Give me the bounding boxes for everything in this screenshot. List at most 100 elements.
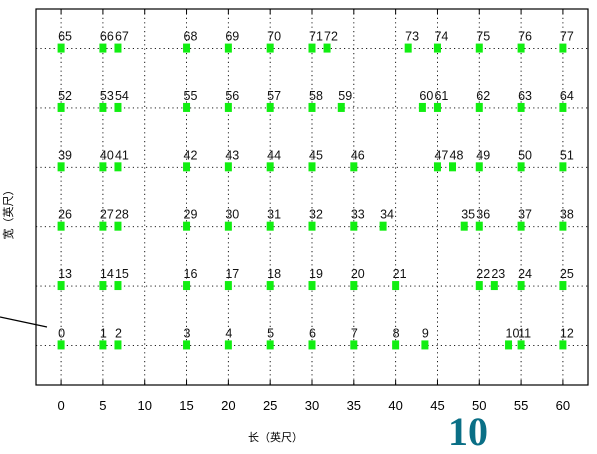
node-label-14: 14 bbox=[100, 267, 114, 281]
node-label-57: 57 bbox=[267, 89, 281, 103]
node-marker-74 bbox=[433, 43, 441, 53]
node-marker-10 bbox=[505, 340, 513, 350]
node-marker-17 bbox=[224, 281, 232, 291]
grid-lines bbox=[36, 9, 588, 385]
node-marker-64 bbox=[559, 102, 567, 112]
x-tick-label: 40 bbox=[388, 398, 402, 413]
node-label-66: 66 bbox=[100, 30, 114, 44]
node-marker-60 bbox=[418, 102, 426, 112]
node-label-70: 70 bbox=[267, 30, 281, 44]
node-label-31: 31 bbox=[267, 208, 281, 222]
node-label-25: 25 bbox=[560, 267, 574, 281]
node-marker-55 bbox=[183, 102, 191, 112]
node-marker-48 bbox=[449, 162, 457, 172]
node-label-17: 17 bbox=[225, 267, 239, 281]
x-tick-label: 35 bbox=[347, 398, 361, 413]
node-label-21: 21 bbox=[393, 267, 407, 281]
node-label-76: 76 bbox=[518, 30, 532, 44]
node-marker-32 bbox=[308, 221, 316, 231]
node-marker-47 bbox=[433, 162, 441, 172]
node-label-23: 23 bbox=[491, 267, 505, 281]
node-label-15: 15 bbox=[115, 267, 129, 281]
node-label-43: 43 bbox=[225, 148, 239, 162]
node-marker-70 bbox=[266, 43, 274, 53]
node-marker-73 bbox=[404, 43, 412, 53]
node-label-12: 12 bbox=[560, 326, 574, 340]
node-marker-72 bbox=[323, 43, 331, 53]
node-marker-4 bbox=[224, 340, 232, 350]
node-marker-68 bbox=[183, 43, 191, 53]
node-marker-29 bbox=[183, 221, 191, 231]
node-marker-40 bbox=[99, 162, 107, 172]
node-marker-56 bbox=[224, 102, 232, 112]
node-label-20: 20 bbox=[351, 267, 365, 281]
node-label-73: 73 bbox=[405, 30, 419, 44]
node-label-4: 4 bbox=[225, 326, 232, 340]
node-marker-75 bbox=[475, 43, 483, 53]
node-marker-11 bbox=[517, 340, 525, 350]
node-label-44: 44 bbox=[267, 148, 281, 162]
node-label-52: 52 bbox=[58, 89, 72, 103]
node-label-29: 29 bbox=[184, 208, 198, 222]
node-label-27: 27 bbox=[100, 208, 114, 222]
x-tick-label: 50 bbox=[472, 398, 486, 413]
node-marker-35 bbox=[460, 221, 468, 231]
node-marker-61 bbox=[433, 102, 441, 112]
node-marker-63 bbox=[517, 102, 525, 112]
node-label-6: 6 bbox=[309, 326, 316, 340]
node-label-77: 77 bbox=[560, 30, 574, 44]
slide-page-number: 10 bbox=[448, 409, 488, 454]
node-marker-20 bbox=[350, 281, 358, 291]
x-tick-label: 10 bbox=[137, 398, 151, 413]
node-marker-65 bbox=[57, 43, 65, 53]
x-tick-label: 45 bbox=[430, 398, 444, 413]
node-marker-16 bbox=[183, 281, 191, 291]
node-marker-23 bbox=[490, 281, 498, 291]
x-tick-label: 30 bbox=[305, 398, 319, 413]
node-marker-6 bbox=[308, 340, 316, 350]
node-marker-28 bbox=[114, 221, 122, 231]
node-marker-12 bbox=[559, 340, 567, 350]
node-label-33: 33 bbox=[351, 208, 365, 222]
node-label-13: 13 bbox=[58, 267, 72, 281]
node-marker-8 bbox=[392, 340, 400, 350]
node-marker-43 bbox=[224, 162, 232, 172]
node-marker-76 bbox=[517, 43, 525, 53]
node-label-7: 7 bbox=[351, 326, 358, 340]
node-marker-24 bbox=[517, 281, 525, 291]
node-marker-27 bbox=[99, 221, 107, 231]
node-label-42: 42 bbox=[184, 148, 198, 162]
node-label-69: 69 bbox=[225, 30, 239, 44]
node-marker-59 bbox=[337, 102, 345, 112]
node-marker-14 bbox=[99, 281, 107, 291]
node-marker-57 bbox=[266, 102, 274, 112]
node-label-36: 36 bbox=[476, 208, 490, 222]
node-label-38: 38 bbox=[560, 208, 574, 222]
node-label-51: 51 bbox=[560, 148, 574, 162]
node-label-39: 39 bbox=[58, 148, 72, 162]
node-marker-37 bbox=[517, 221, 525, 231]
x-tick-label: 15 bbox=[179, 398, 193, 413]
node-marker-77 bbox=[559, 43, 567, 53]
node-marker-71 bbox=[308, 43, 316, 53]
node-label-61: 61 bbox=[434, 89, 448, 103]
node-marker-7 bbox=[350, 340, 358, 350]
node-marker-62 bbox=[475, 102, 483, 112]
node-label-5: 5 bbox=[267, 326, 274, 340]
node-marker-45 bbox=[308, 162, 316, 172]
node-marker-25 bbox=[559, 281, 567, 291]
node-label-75: 75 bbox=[476, 30, 490, 44]
node-label-9: 9 bbox=[422, 326, 429, 340]
node-marker-15 bbox=[114, 281, 122, 291]
node-label-60: 60 bbox=[419, 89, 433, 103]
node-label-18: 18 bbox=[267, 267, 281, 281]
y-axis-label: 宽（英尺） bbox=[1, 185, 15, 240]
node-label-30: 30 bbox=[225, 208, 239, 222]
node-marker-26 bbox=[57, 221, 65, 231]
node-marker-49 bbox=[475, 162, 483, 172]
node-label-22: 22 bbox=[476, 267, 490, 281]
node-label-34: 34 bbox=[380, 208, 394, 222]
node-label-45: 45 bbox=[309, 148, 323, 162]
node-label-64: 64 bbox=[560, 89, 574, 103]
